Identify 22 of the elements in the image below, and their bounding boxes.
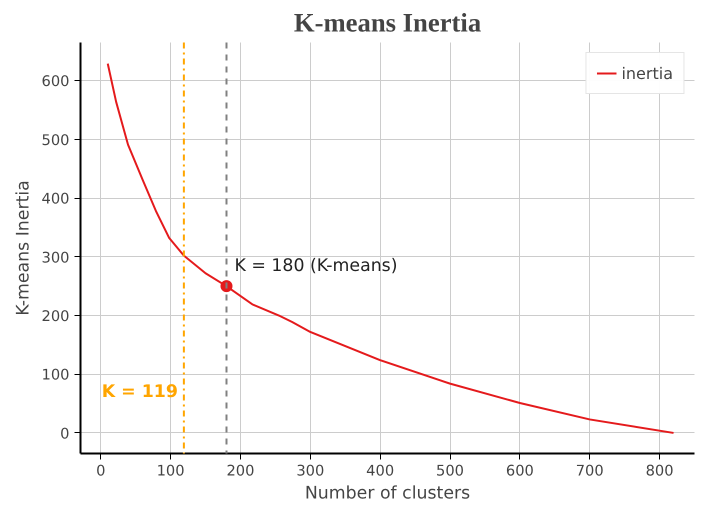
y-tick-label: 300: [42, 249, 70, 266]
x-tick-label: 400: [366, 462, 394, 480]
y-tick-label: 400: [42, 190, 70, 208]
y-tick-label: 500: [42, 132, 70, 149]
y-axis-title: K-means Inertia: [14, 180, 34, 316]
x-tick-label: 100: [156, 462, 185, 480]
ref-line-label: K = 119: [102, 382, 178, 402]
x-axis-title: Number of clusters: [304, 484, 470, 504]
x-tick-label: 800: [646, 462, 674, 480]
chart-title: K-means Inertia: [294, 8, 482, 38]
x-tick-label: 500: [436, 462, 464, 480]
y-tick-label: 0: [60, 425, 70, 442]
x-tick-label: 600: [506, 462, 534, 480]
annotation: K = 180 (K-means): [234, 256, 398, 276]
x-tick-label: 700: [576, 462, 604, 480]
x-tick-label: 200: [226, 462, 254, 480]
x-tick-label: 0: [96, 462, 106, 480]
y-tick-label: 100: [42, 366, 70, 384]
y-tick-label: 600: [42, 73, 70, 90]
x-tick-label: 300: [296, 462, 324, 480]
y-tick-label: 200: [42, 308, 70, 326]
legend-label: inertia: [621, 64, 673, 82]
